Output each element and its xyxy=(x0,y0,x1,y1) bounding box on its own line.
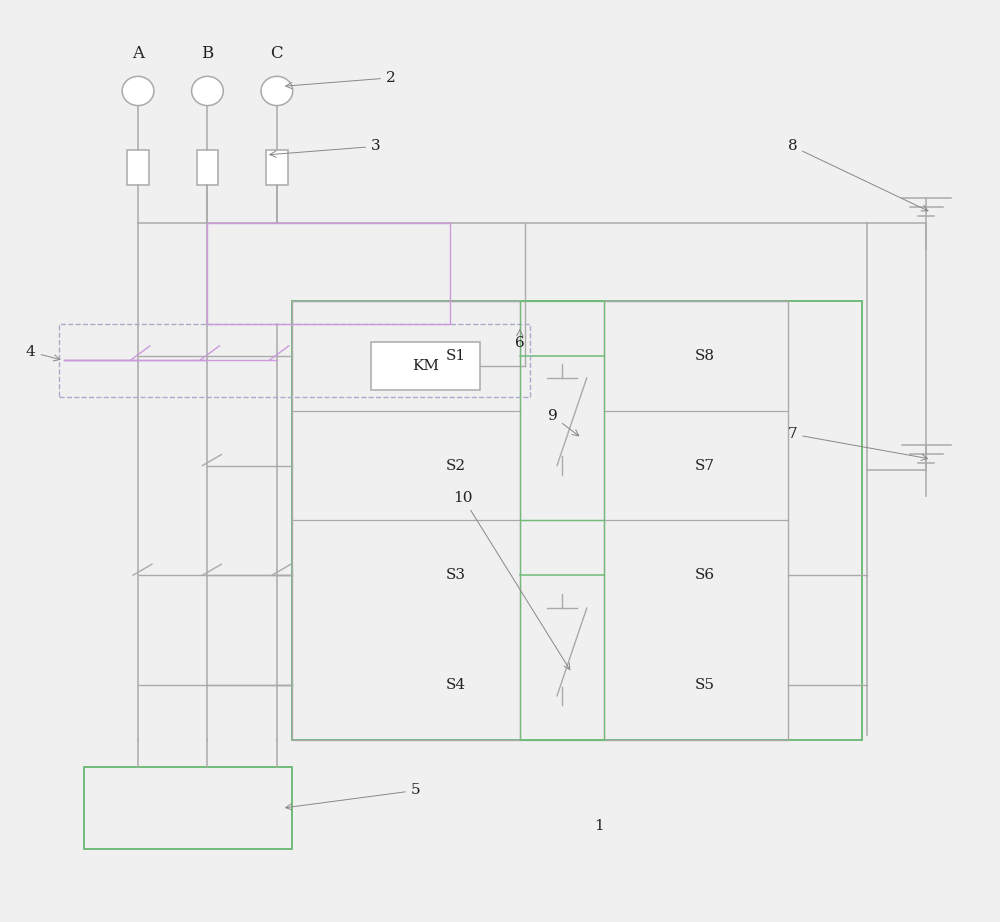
Bar xyxy=(84,767,292,849)
Text: 5: 5 xyxy=(286,784,420,810)
Text: C: C xyxy=(271,45,283,62)
Text: S4: S4 xyxy=(446,678,466,692)
Text: KM: KM xyxy=(412,359,439,373)
Bar xyxy=(207,223,450,324)
Bar xyxy=(604,301,788,739)
Bar xyxy=(292,301,520,739)
Bar xyxy=(127,150,149,185)
Text: S3: S3 xyxy=(446,568,466,582)
Circle shape xyxy=(122,77,154,106)
Text: 8: 8 xyxy=(788,139,928,211)
Text: 4: 4 xyxy=(26,345,60,361)
Text: 2: 2 xyxy=(286,71,396,89)
Text: S5: S5 xyxy=(695,678,715,692)
Bar xyxy=(520,520,604,739)
Bar xyxy=(197,150,218,185)
Text: S8: S8 xyxy=(695,349,715,363)
Circle shape xyxy=(192,77,223,106)
Text: 1: 1 xyxy=(594,820,604,833)
Bar xyxy=(371,342,480,390)
Circle shape xyxy=(261,77,293,106)
Text: 7: 7 xyxy=(788,427,928,460)
Text: S7: S7 xyxy=(695,458,715,473)
Text: S1: S1 xyxy=(446,349,466,363)
Text: S6: S6 xyxy=(695,568,715,582)
Bar xyxy=(59,324,530,397)
Text: S2: S2 xyxy=(446,458,466,473)
Text: 3: 3 xyxy=(270,139,381,157)
Text: 10: 10 xyxy=(453,491,570,669)
Text: 9: 9 xyxy=(548,408,579,436)
Text: A: A xyxy=(132,45,144,62)
Text: 6: 6 xyxy=(515,329,525,349)
Bar xyxy=(292,301,862,739)
Bar xyxy=(520,301,604,520)
Bar xyxy=(266,150,288,185)
Text: B: B xyxy=(201,45,214,62)
